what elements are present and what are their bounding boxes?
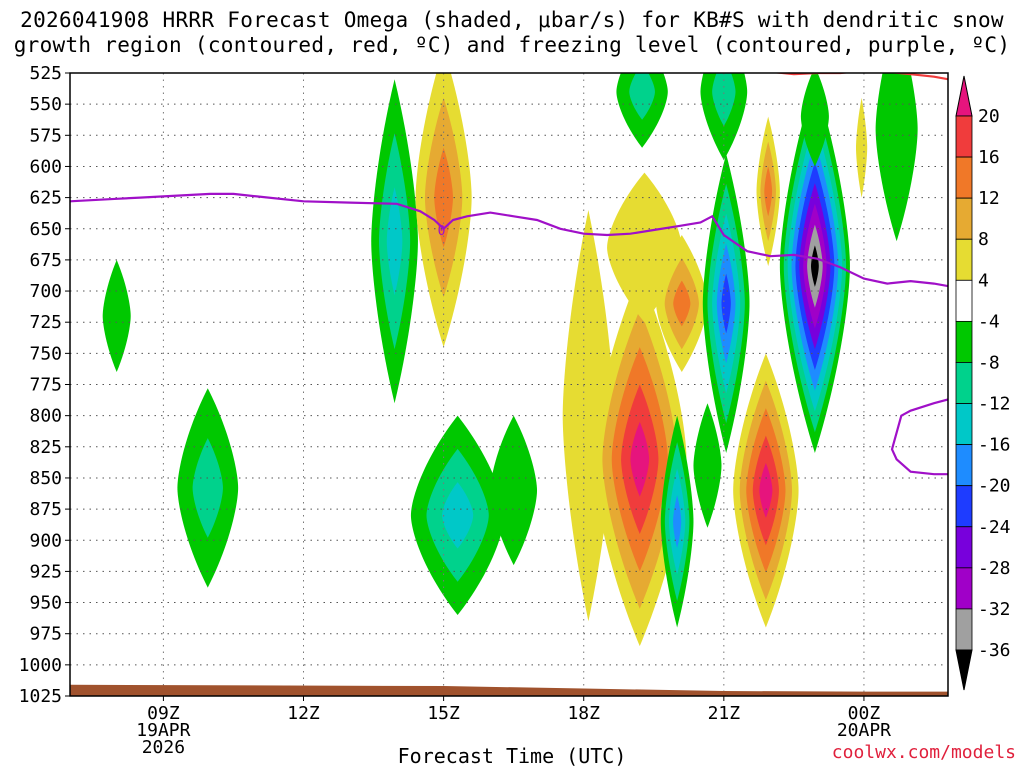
- colorbar-swatch: [955, 115, 973, 158]
- x-tick-label: 21Z: [708, 703, 741, 724]
- y-tick-label: 850: [29, 468, 62, 489]
- ground-fill: [70, 684, 948, 696]
- colorbar-bottom-arrow: [955, 649, 973, 691]
- colorbar-swatch: [955, 362, 973, 404]
- colorbar-swatch: [955, 567, 973, 610]
- y-tick-label: 900: [29, 530, 62, 551]
- omega-contour-fill: [811, 245, 819, 287]
- site-credit[interactable]: coolwx.com/models: [831, 742, 1016, 763]
- colorbar-label: -32: [978, 599, 1011, 620]
- colorbar-label: -20: [978, 476, 1011, 497]
- chart-title-line-1: 2026041908 HRRR Forecast Omega (shaded, …: [20, 8, 1004, 32]
- colorbar-label: -8: [978, 352, 1000, 373]
- y-tick-label: 950: [29, 593, 62, 614]
- y-tick-label: 675: [29, 250, 62, 271]
- y-tick-label: 750: [29, 343, 62, 364]
- colorbar-label: 8: [978, 229, 989, 250]
- ground-layer: [70, 684, 948, 696]
- y-tick-label: 575: [29, 125, 62, 146]
- omega-contour-fill: [192, 438, 223, 538]
- colorbar-label: -12: [978, 394, 1011, 415]
- colorbar-label: -24: [978, 517, 1011, 538]
- x-tick-label: 2026: [142, 737, 185, 758]
- colorbar-swatch: [955, 608, 973, 651]
- omega-contour-fill: [759, 462, 773, 518]
- freezing-contour-label: 0: [438, 224, 446, 239]
- contour-lines: 0: [70, 73, 948, 476]
- omega-contour-fill: [442, 482, 474, 549]
- colorbar-label: -36: [978, 640, 1011, 661]
- y-tick-label: 700: [29, 281, 62, 302]
- colorbar-label: 4: [978, 270, 989, 291]
- x-tick-label: 12Z: [287, 703, 320, 724]
- omega-contour-fill: [629, 73, 655, 120]
- x-tick-label: 20APR: [837, 720, 891, 741]
- y-tick-label: 725: [29, 312, 62, 333]
- omega-contour-fill: [490, 415, 538, 566]
- y-tick-label: 525: [29, 63, 62, 84]
- colorbar-label: -28: [978, 558, 1011, 579]
- omega-contour-fill: [855, 97, 868, 198]
- colorbar-swatch: [955, 238, 973, 281]
- colorbar-swatch: [955, 156, 973, 199]
- colorbar-label: 16: [978, 147, 1000, 168]
- omega-contour-fill: [764, 166, 773, 217]
- colorbar-label: -4: [978, 311, 1000, 332]
- y-axis: 525 550 575 600 625 650 675 700 725 750 775 800 825 8…: [19, 63, 70, 707]
- y-tick-label: 550: [29, 94, 62, 115]
- omega-contour-fill: [630, 421, 650, 497]
- freezing-level-line-low: [890, 398, 948, 476]
- y-tick-label: 825: [29, 437, 62, 458]
- omega-contour-fill: [875, 73, 918, 242]
- y-tick-label: 1025: [19, 686, 62, 707]
- colorbar-label: -16: [978, 435, 1011, 456]
- omega-contour-fill: [386, 187, 403, 296]
- x-tick-label: 09Z: [147, 703, 180, 724]
- y-tick-label: 600: [29, 156, 62, 177]
- y-tick-label: 925: [29, 561, 62, 582]
- y-tick-label: 775: [29, 375, 62, 396]
- omega-contour-fill: [102, 259, 131, 373]
- freezing-level-line: [70, 192, 948, 288]
- colorbar-swatch: [955, 197, 973, 240]
- omega-contour-fill: [673, 280, 691, 327]
- colorbar-swatch: [955, 279, 973, 322]
- omega-contour-fill: [693, 403, 722, 528]
- x-axis-title: Forecast Time (UTC): [397, 744, 627, 768]
- colorbar-swatch: [955, 485, 973, 528]
- colorbar-swatch: [955, 526, 973, 569]
- x-tick-label: 00Z: [848, 703, 881, 724]
- colorbar-swatch: [955, 320, 973, 363]
- omega-shading: [102, 73, 918, 647]
- colorbar-swatch: [955, 403, 973, 446]
- omega-contour-fill: [673, 495, 682, 549]
- colorbar-label: 12: [978, 188, 1000, 209]
- colorbar-top-arrow: [955, 75, 973, 117]
- chart-title-line-2: growth region (contoured, red, ºC) and f…: [13, 33, 1011, 57]
- omega-contour-fill: [800, 73, 829, 167]
- y-tick-label: 875: [29, 499, 62, 520]
- dgz-contour-line: [771, 73, 948, 81]
- y-tick-label: 625: [29, 188, 62, 209]
- colorbar-swatch: [955, 444, 973, 487]
- y-tick-label: 650: [29, 219, 62, 240]
- x-tick-label: 15Z: [427, 703, 460, 724]
- y-tick-label: 1000: [19, 655, 62, 676]
- colorbar: 20 16 12 8 4 -4 -8 -12 -16 -20 -24 -28 -32 -36: [955, 75, 1011, 691]
- colorbar-label: 20: [978, 106, 1000, 127]
- x-tick-label: 19APR: [136, 720, 190, 741]
- y-tick-label: 975: [29, 624, 62, 645]
- y-tick-label: 800: [29, 406, 62, 427]
- x-tick-label: 18Z: [567, 703, 600, 724]
